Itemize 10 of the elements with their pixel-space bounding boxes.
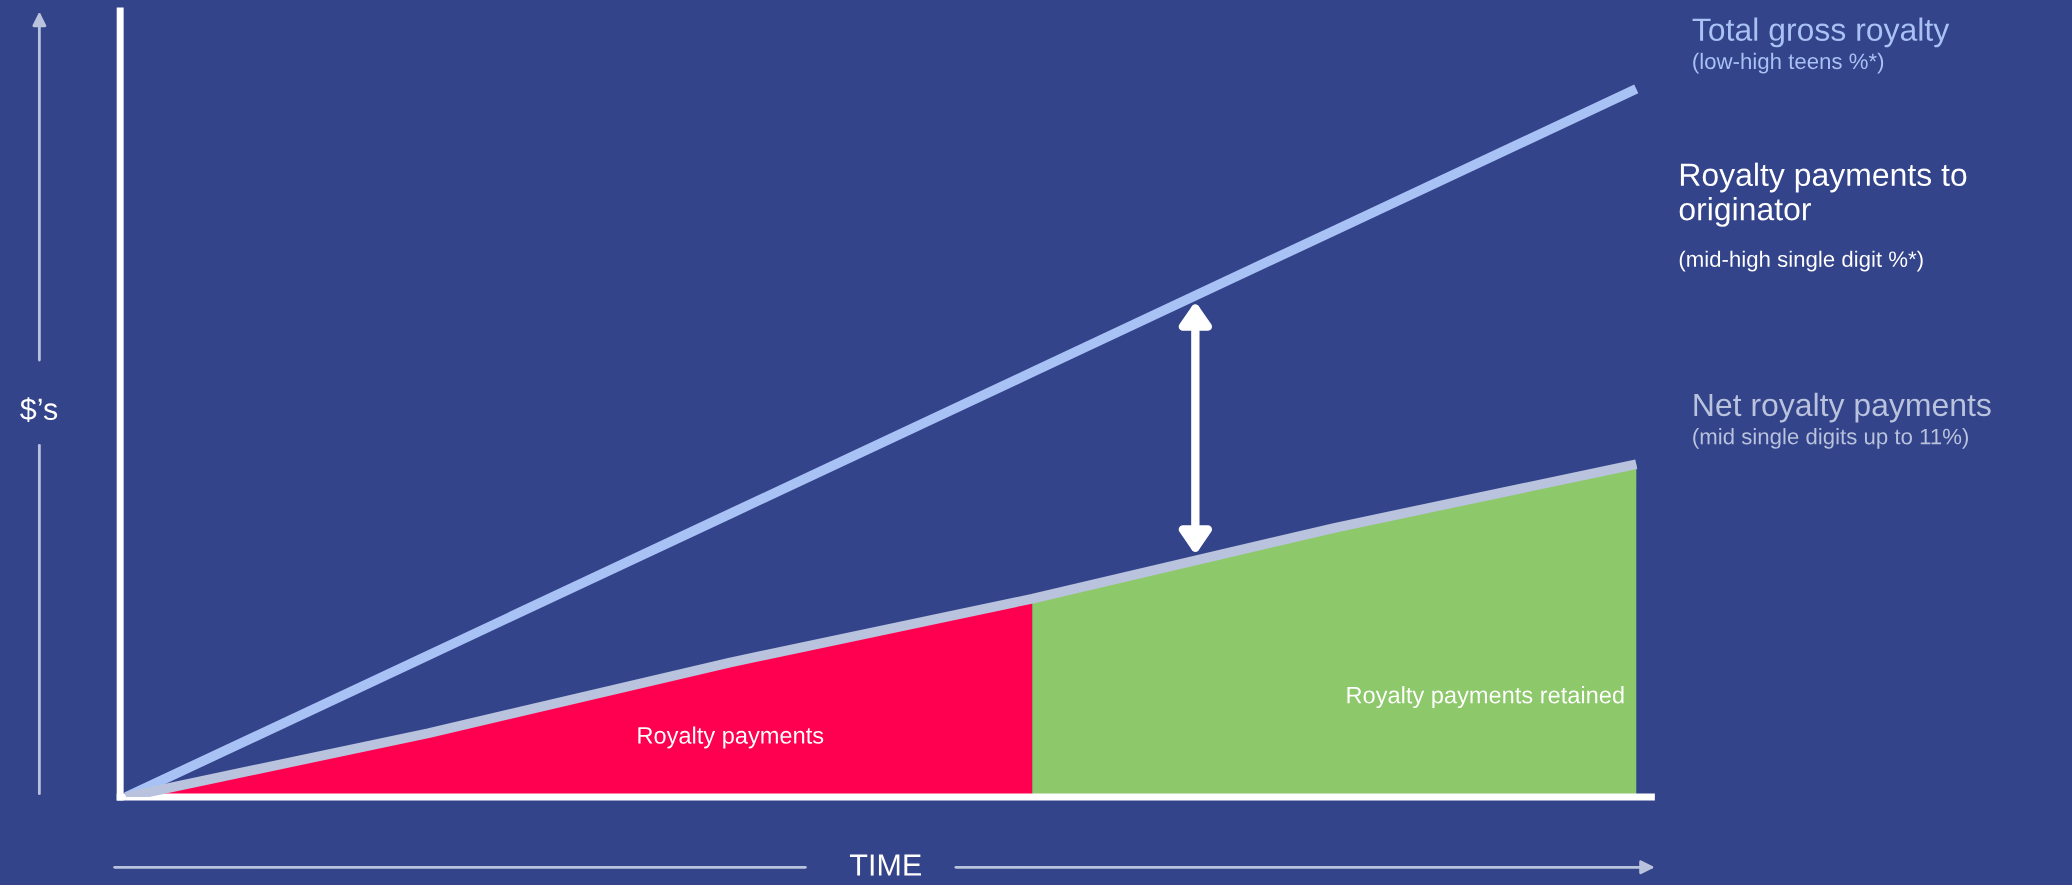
series-label: Royalty payments bbox=[638, 726, 824, 749]
y-axis-title: $’s bbox=[20, 397, 58, 422]
text: (mid single digits up to 11%) bbox=[1693, 428, 1968, 449]
text: Net royalty payments bbox=[1694, 392, 1991, 423]
text: (mid-high single digit %*) bbox=[1679, 250, 1923, 272]
text: Royalty payments to originator bbox=[1679, 162, 1967, 227]
text: Total gross royalty bbox=[1692, 17, 1950, 48]
text: (low-high teens %*) bbox=[1693, 52, 1884, 74]
x-axis-title: TIME bbox=[849, 854, 921, 876]
series-label: Royalty payments retained bbox=[1347, 686, 1624, 709]
